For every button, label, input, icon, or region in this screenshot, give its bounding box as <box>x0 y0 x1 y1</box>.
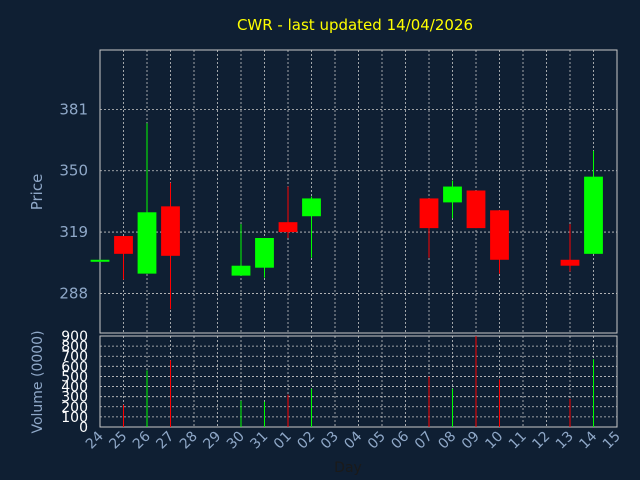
x-tick-label: 08 <box>435 429 459 453</box>
x-tick-label: 01 <box>271 429 295 453</box>
candle-body <box>443 186 462 203</box>
chart-title: CWR - last updated 14/04/2026 <box>237 16 473 34</box>
candle-body <box>302 198 321 217</box>
price-tick-label: 319 <box>59 223 88 241</box>
volume-tick-label: 0 <box>79 420 88 436</box>
price-tick-label: 381 <box>59 100 88 118</box>
volume-tick-label: 900 <box>61 329 88 345</box>
candle-body <box>278 222 298 233</box>
candle-body <box>490 210 509 260</box>
volume-tick-label: 800 <box>61 339 88 355</box>
x-tick-label: 25 <box>106 429 130 453</box>
volume-tick-label: 100 <box>61 410 88 426</box>
x-tick-label: 09 <box>459 429 483 453</box>
x-tick-label: 12 <box>529 429 553 453</box>
volume-tick-label: 300 <box>61 390 88 406</box>
x-tick-label: 07 <box>412 429 436 453</box>
volume-tick-label: 400 <box>61 380 88 396</box>
candle-body <box>584 176 603 254</box>
candle-body <box>255 238 274 268</box>
x-tick-label: 29 <box>200 429 224 453</box>
x-tick-label: 05 <box>365 429 389 453</box>
candle-body <box>231 265 251 276</box>
x-tick-label: 10 <box>482 429 506 453</box>
x-tick-label: 28 <box>177 429 201 453</box>
x-tick-label: 06 <box>388 428 412 452</box>
x-tick-label: 31 <box>247 429 271 453</box>
x-tick-label: 13 <box>553 429 577 453</box>
price-tick-label: 350 <box>59 162 88 180</box>
candle-body <box>90 259 110 262</box>
volume-tick-label: 500 <box>61 369 88 385</box>
candle-body <box>560 259 580 266</box>
x-tick-label: 27 <box>153 429 177 453</box>
volume-tick-label: 700 <box>61 349 88 365</box>
x-axis-title: Day <box>334 460 362 476</box>
x-tick-label: 15 <box>600 429 624 453</box>
candle-body <box>419 198 439 229</box>
candle-body <box>114 236 133 254</box>
x-tick-label: 26 <box>130 428 154 452</box>
volume-axis-title: Volume (0000) <box>30 330 46 433</box>
candle-body <box>161 206 180 256</box>
x-tick-label: 04 <box>341 428 365 452</box>
price-panel: 288 319 350 381 <box>59 49 618 334</box>
volume-tick-label: 600 <box>61 359 88 375</box>
x-axis: 24 25 26 27 28 29 30 31 01 02 03 04 05 06 07 08 09 10 11 12… <box>83 428 624 452</box>
x-tick-label: 03 <box>318 429 342 453</box>
x-tick-label: 11 <box>506 429 530 453</box>
price-tick-label: 288 <box>59 284 88 302</box>
y-axis-title: Price <box>28 174 46 211</box>
volume-tick-label: 200 <box>61 400 88 416</box>
candle-body <box>137 212 157 274</box>
x-tick-label: 02 <box>294 429 318 453</box>
x-tick-label: 30 <box>224 429 248 453</box>
x-tick-label: 14 <box>576 428 600 452</box>
candle-body <box>466 190 486 229</box>
